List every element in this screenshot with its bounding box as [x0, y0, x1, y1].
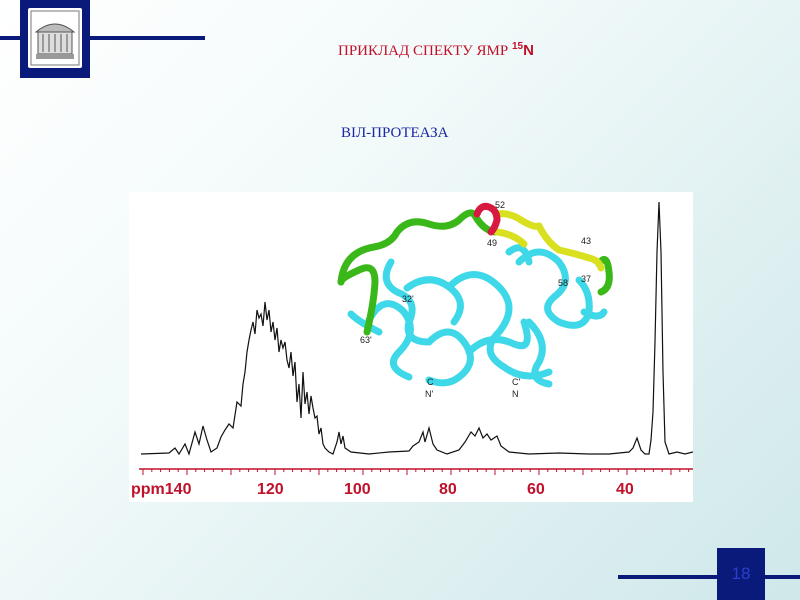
residue-label-43: 43: [581, 236, 591, 246]
axis-label-40: 40: [616, 481, 634, 498]
axis-label-140: ppm140: [131, 481, 192, 498]
decorative-bar-bottom-left: [618, 575, 717, 579]
axis-label-60: 60: [527, 481, 545, 498]
residue-label-37: 37: [581, 274, 591, 284]
axis-label-100: 100: [344, 481, 371, 498]
slide-title: ПРИКЛАД СПЕКТУ ЯМР 15N: [338, 41, 534, 60]
title-text: ПРИКЛАД СПЕКТУ ЯМР: [338, 43, 512, 59]
nmr-spectrum-image: ppm140 120 100 80 60 40: [129, 192, 693, 502]
residue-label-63: 63': [360, 335, 372, 345]
residue-label-58: 58: [558, 278, 568, 288]
residue-label-49: 49: [487, 238, 497, 248]
residue-label-52: 52: [495, 200, 505, 210]
protease-structure-inset: 52 49 43 37 58 32' 63' C N' C' N: [332, 197, 617, 399]
residue-label-32: 32': [402, 294, 414, 304]
axis-label-120: 120: [257, 481, 284, 498]
terminus-label-n-prime: N': [425, 389, 433, 399]
terminus-label-n: N: [512, 389, 519, 399]
page-number: 18: [717, 548, 765, 600]
terminus-label-c-prime: C': [512, 377, 520, 387]
slide-subtitle: ВІЛ-ПРОТЕАЗА: [341, 125, 449, 142]
logo-emblem: [28, 8, 82, 68]
decorative-bar-bottom-right: [765, 575, 800, 579]
axis-label-80: 80: [439, 481, 457, 498]
title-element: N: [523, 42, 534, 59]
decorative-bar-top-left: [0, 36, 20, 40]
logo: [20, 0, 90, 78]
ppm-axis-ticks: [143, 469, 689, 475]
decorative-bar-top-right: [90, 36, 205, 40]
building-emblem-icon: [28, 8, 82, 68]
title-isotope-mass: 15: [512, 41, 523, 52]
terminus-label-c: C: [427, 377, 434, 387]
nmr-spectrum-figure: ppm140 120 100 80 60 40: [129, 192, 693, 502]
